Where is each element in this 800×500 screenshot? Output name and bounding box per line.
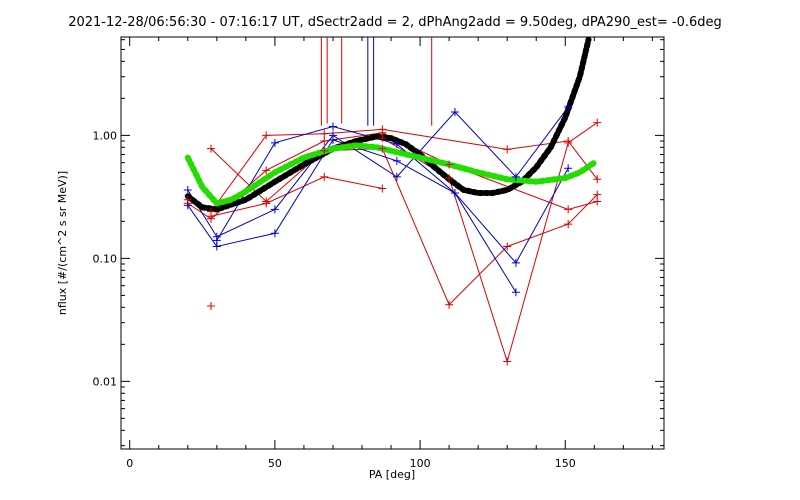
data-point	[392, 140, 401, 149]
x-axis-label: PA [deg]	[369, 468, 415, 481]
data-point	[183, 201, 192, 210]
data-point	[511, 258, 520, 267]
data-point	[593, 175, 602, 184]
data-point	[183, 185, 192, 194]
data-point	[207, 144, 216, 153]
data-point	[262, 131, 271, 140]
data-point	[320, 129, 329, 138]
y-axis-label: nflux [#/(cm^2 s sr MeV)]	[56, 171, 69, 315]
data-point	[270, 205, 279, 214]
data-point	[207, 301, 216, 310]
series-line	[210, 148, 598, 306]
data-point	[450, 107, 459, 116]
x-tick-label: 0	[126, 457, 133, 470]
tick-labels: 0 50 100 150 0.01 0.10 1.00	[93, 129, 576, 470]
data-point	[207, 212, 216, 221]
series-line	[216, 126, 517, 293]
data-point	[270, 229, 279, 238]
data-point	[378, 134, 387, 143]
chart-title: 2021-12-28/06:56:30 - 07:16:17 UT, dSect…	[68, 15, 722, 30]
data-point	[564, 138, 573, 147]
axis-ticks	[121, 37, 664, 449]
data-point	[450, 189, 459, 198]
x-tick-label: 100	[410, 457, 431, 470]
data-point	[378, 184, 387, 193]
data-point	[564, 205, 573, 214]
data-point	[511, 172, 520, 181]
data-point	[564, 103, 573, 112]
series-line	[187, 139, 569, 264]
data-point	[593, 197, 602, 206]
data-point	[320, 146, 329, 155]
data-point	[593, 190, 602, 199]
data-point	[445, 160, 454, 169]
data-point	[445, 174, 454, 183]
data-point	[262, 197, 271, 206]
data-point	[262, 166, 271, 175]
data-point	[392, 172, 401, 181]
x-tick-label: 50	[268, 457, 282, 470]
y-tick-label: 0.01	[93, 375, 118, 388]
y-tick-label: 1.00	[93, 129, 118, 142]
data-point	[378, 144, 387, 153]
x-tick-label: 150	[555, 457, 576, 470]
data-point	[328, 135, 337, 144]
data-point	[320, 172, 329, 181]
data-markers	[183, 103, 602, 366]
data-point	[564, 220, 573, 229]
data-point	[511, 288, 520, 297]
series-line	[187, 106, 569, 238]
data-point	[503, 357, 512, 366]
data-point	[212, 236, 221, 245]
data-point	[392, 156, 401, 165]
data-point	[445, 300, 454, 309]
data-point	[503, 242, 512, 251]
data-point	[593, 118, 602, 127]
series-line	[187, 128, 598, 213]
data-point	[328, 122, 337, 131]
data-series	[184, 36, 598, 364]
fit-curve	[184, 142, 598, 207]
data-point	[564, 164, 573, 173]
data-point	[503, 145, 512, 154]
data-point	[320, 137, 329, 146]
series-line	[210, 176, 383, 217]
y-tick-label: 0.10	[93, 252, 118, 265]
plot-area-frame	[120, 36, 665, 450]
data-point	[270, 138, 279, 147]
